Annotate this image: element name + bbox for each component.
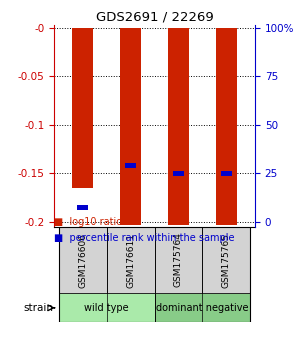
Bar	[168, 28, 189, 225]
Bar	[72, 28, 94, 188]
Bar	[77, 205, 88, 210]
Bar	[154, 293, 250, 322]
Bar	[59, 293, 154, 322]
Text: strain: strain	[23, 303, 53, 313]
Text: GSM176611: GSM176611	[126, 233, 135, 287]
Bar	[215, 28, 237, 225]
Bar	[125, 163, 136, 168]
Bar	[106, 227, 154, 293]
Bar	[59, 227, 106, 293]
Text: ■  log10 ratio: ■ log10 ratio	[54, 217, 122, 227]
Text: ■  percentile rank within the sample: ■ percentile rank within the sample	[54, 233, 235, 243]
Bar	[221, 171, 232, 176]
Text: dominant negative: dominant negative	[156, 303, 249, 313]
Text: GSM175764: GSM175764	[174, 233, 183, 287]
Bar	[173, 171, 184, 176]
Title: GDS2691 / 22269: GDS2691 / 22269	[96, 11, 213, 24]
Text: wild type: wild type	[84, 303, 129, 313]
Bar	[120, 28, 141, 225]
Text: GSM175765: GSM175765	[222, 233, 231, 287]
Bar	[154, 227, 202, 293]
Bar	[202, 227, 250, 293]
Text: GSM176606: GSM176606	[78, 233, 87, 287]
